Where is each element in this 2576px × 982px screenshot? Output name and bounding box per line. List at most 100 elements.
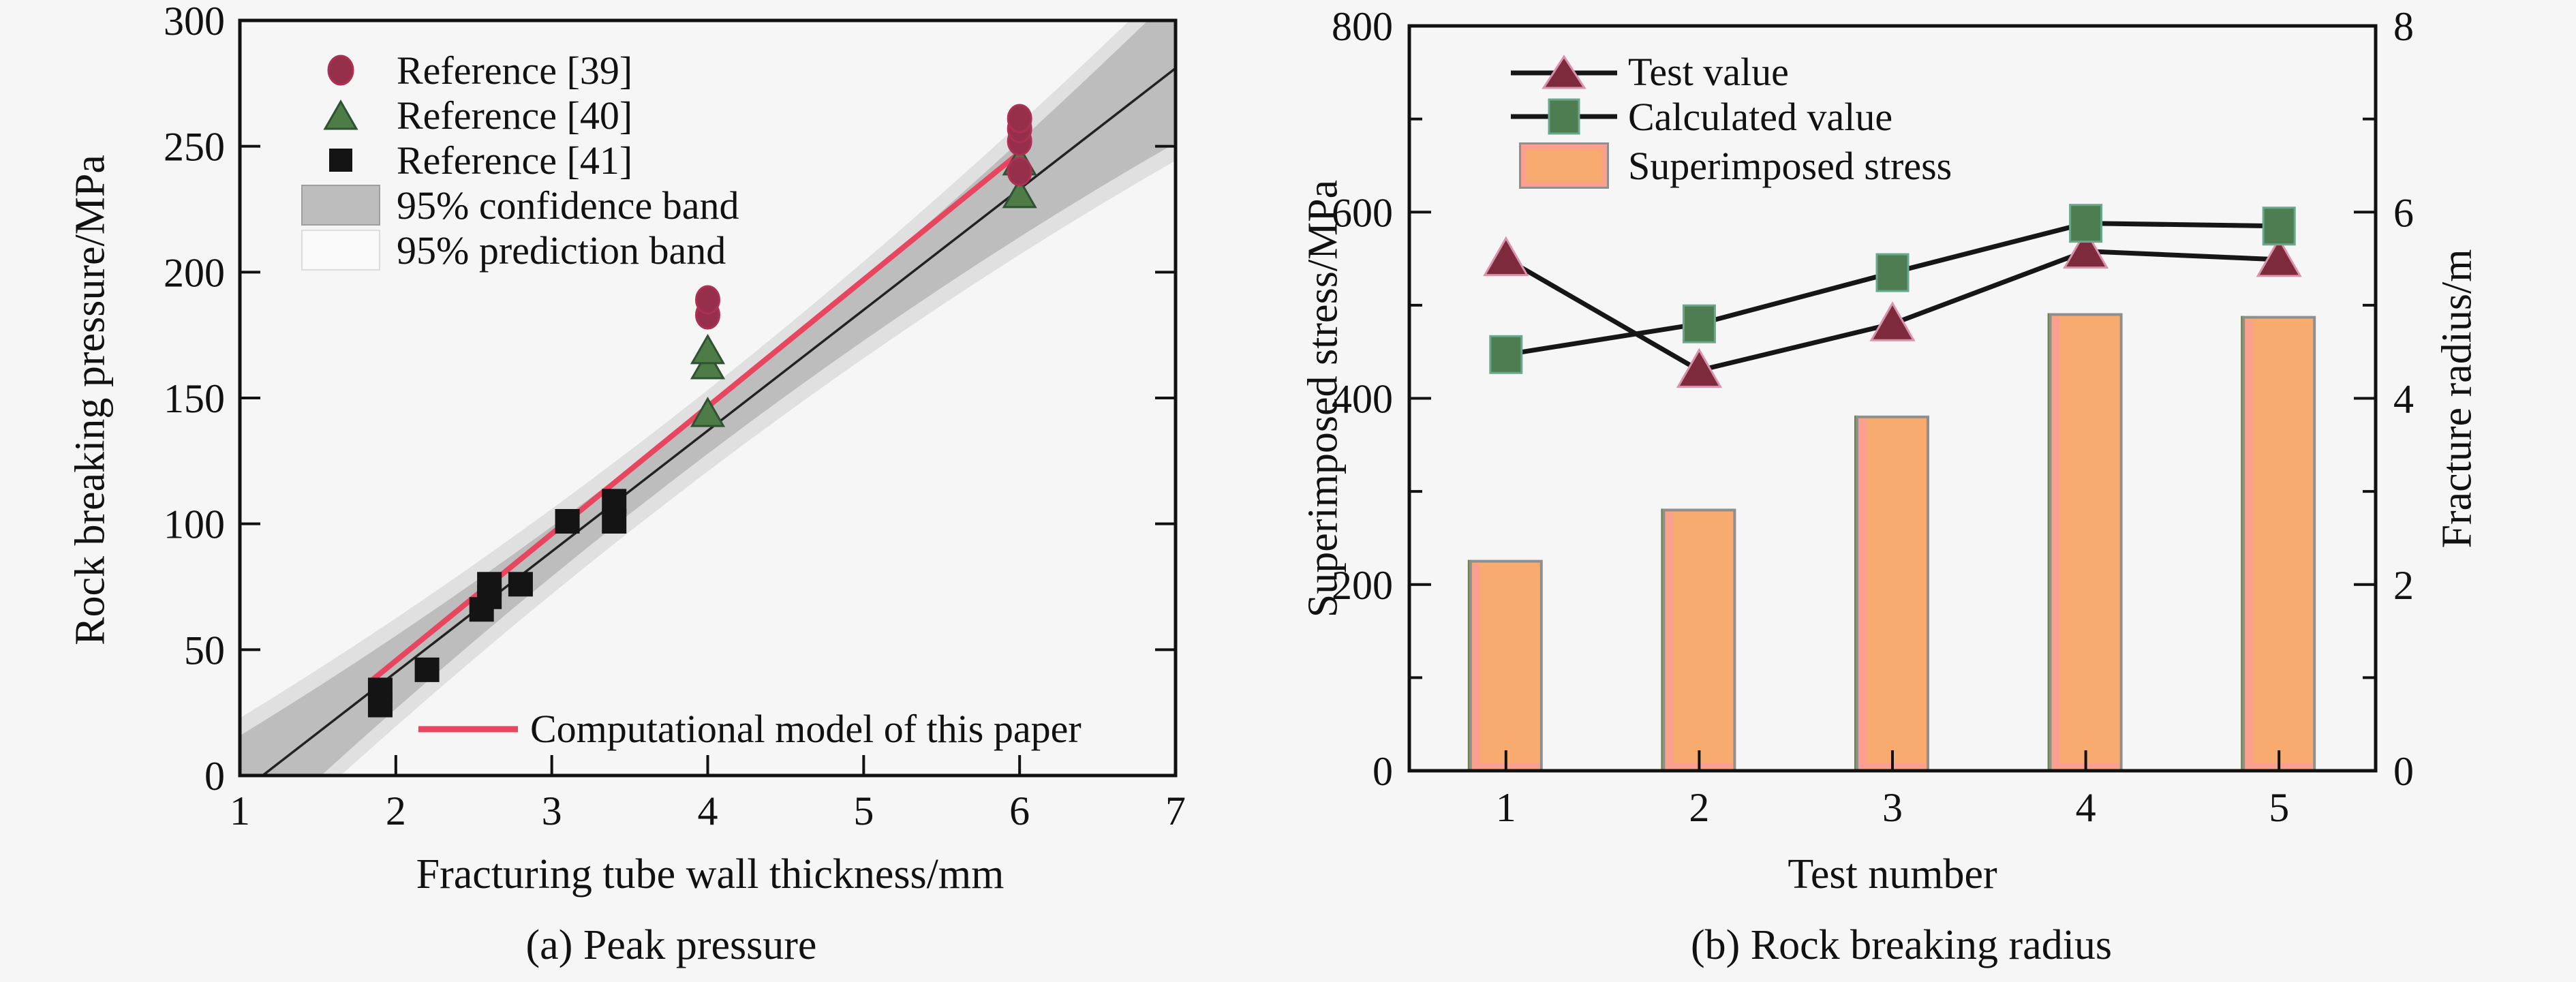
legend-label: Superimposed stress xyxy=(1628,143,1952,188)
reference-40-point xyxy=(690,397,726,427)
legend-label: Reference [39] xyxy=(397,48,633,93)
legend-item-reference-40: Reference [40] xyxy=(293,93,739,138)
prediction-band-swatch xyxy=(293,230,388,271)
calculated-value-marker xyxy=(2262,206,2296,246)
confidence-band-swatch xyxy=(293,185,388,226)
calculated-value-marker xyxy=(1682,304,1716,343)
left-y-tick-label: 600 xyxy=(1332,190,1393,235)
chart-b-left-y-axis-title: Superimposed stress/MPa xyxy=(1300,179,1347,618)
reference-40-triangle-icon xyxy=(293,99,388,131)
lines-group xyxy=(1483,204,2302,388)
test-value-marker-icon xyxy=(1507,52,1620,91)
x-tick-label: 4 xyxy=(698,788,718,833)
bar-inner-stripe xyxy=(2245,320,2254,769)
reference-39-circle-icon xyxy=(293,54,388,87)
bar-inner-stripe xyxy=(1859,419,1867,769)
superimposed-stress-bar xyxy=(2049,313,2123,773)
ticks-b xyxy=(1409,25,2376,772)
x-tick-label: 3 xyxy=(542,788,562,833)
y-tick-label: 200 xyxy=(164,250,225,295)
chart-b-x-axis-title: Test number xyxy=(1788,851,1997,897)
left-y-tick-label: 200 xyxy=(1332,563,1393,608)
right-y-tick-label: 4 xyxy=(2393,377,2414,422)
bar-inner-stripe xyxy=(2052,317,2060,769)
test-value-marker xyxy=(1676,348,1722,388)
superimposed-stress-bar xyxy=(1469,559,1543,772)
x-tick-label: 4 xyxy=(2076,785,2096,830)
reference-39-point xyxy=(1007,157,1032,187)
legend-item-prediction-band: 95% prediction band xyxy=(293,228,739,273)
superimposed-stress-bar xyxy=(1662,508,1736,772)
legend-label: 95% confidence band xyxy=(397,183,739,228)
reference-40-point xyxy=(690,333,726,365)
reference-39-point xyxy=(1007,104,1032,134)
legend-label: Reference [41] xyxy=(397,138,633,183)
x-tick-label: 1 xyxy=(1496,785,1516,830)
chart-b-right-y-axis-title: Fracture radius/m xyxy=(2434,249,2481,549)
chart-a-model-legend: Computational model of this paper xyxy=(417,706,1082,752)
chart-a-caption: (a) Peak pressure xyxy=(525,922,817,968)
x-tick-label: 2 xyxy=(386,788,406,833)
confidence-band xyxy=(240,20,1176,776)
test-value-marker xyxy=(1869,301,1916,341)
chart-a-legend: Reference [39] Reference [40] Reference … xyxy=(293,48,739,273)
y-tick-label: 150 xyxy=(164,376,225,421)
reference-41-point xyxy=(477,572,502,597)
legend-label: Reference [40] xyxy=(397,93,633,138)
test-value-marker xyxy=(2256,236,2302,277)
reference-41-point xyxy=(555,508,580,534)
y-tick-label: 300 xyxy=(164,0,225,44)
calculated-value-marker xyxy=(2069,204,2103,243)
reference-40-point xyxy=(690,348,726,380)
right-y-tick-label: 6 xyxy=(2393,190,2414,235)
model-line-label: Computational model of this paper xyxy=(530,707,1082,751)
reference-41-point xyxy=(414,657,440,682)
chart-b-legend: Test value Calculated value Superimposed… xyxy=(1507,49,1952,192)
y-tick-label: 100 xyxy=(164,502,225,547)
chart-a-plot: 0 50 100 150 200 250 300 1 2 3 4 5 6 7 xyxy=(164,0,1186,833)
calculated-value-marker xyxy=(1875,253,1910,292)
legend-item-calculated-value: Calculated value xyxy=(1507,94,1952,139)
chart-a-x-axis-title: Fracturing tube wall thickness/mm xyxy=(416,851,1005,897)
reference-40-point xyxy=(1002,177,1037,209)
x-tick-label: 2 xyxy=(1689,785,1709,830)
x-tick-label: 3 xyxy=(1882,785,1903,830)
left-y-tick-label: 400 xyxy=(1332,377,1393,422)
legend-label: 95% prediction band xyxy=(397,228,726,273)
legend-item-reference-39: Reference [39] xyxy=(293,48,739,93)
test-value-marker xyxy=(2063,228,2109,269)
legend-label: Test value xyxy=(1628,49,1789,94)
reference-41-point xyxy=(508,572,533,597)
y-tick-label: 250 xyxy=(164,125,225,170)
reference-41-square-icon xyxy=(293,147,388,174)
bars-group xyxy=(1467,313,2316,773)
model-line-icon xyxy=(418,726,518,732)
chart-b-caption: (b) Rock breaking radius xyxy=(1690,922,2113,968)
right-y-tick-label: 8 xyxy=(2393,4,2414,49)
right-y-tick-label: 2 xyxy=(2393,563,2414,608)
x-tick-label: 7 xyxy=(1165,788,1186,833)
legend-label: Calculated value xyxy=(1628,94,1893,139)
legend-item-confidence-band: 95% confidence band xyxy=(293,183,739,228)
calculated-value-marker xyxy=(1489,335,1523,374)
calculated-value-marker-icon xyxy=(1507,96,1620,137)
reference-41-point xyxy=(602,489,627,514)
left-y-tick-label: 800 xyxy=(1332,4,1393,49)
x-tick-label: 5 xyxy=(853,788,874,833)
x-tick-label: 1 xyxy=(230,788,250,833)
x-tick-label: 6 xyxy=(1009,788,1030,833)
y-tick-label: 50 xyxy=(184,628,225,673)
test-value-marker xyxy=(1483,236,1529,277)
bar-inner-stripe xyxy=(1472,564,1480,769)
left-y-tick-label: 0 xyxy=(1373,749,1393,794)
legend-item-test-value: Test value xyxy=(1507,49,1952,94)
superimposed-stress-bar xyxy=(2242,316,2316,773)
scatter-points xyxy=(367,104,1037,718)
reference-41-point xyxy=(367,677,393,703)
superimposed-stress-swatch xyxy=(1507,142,1620,189)
y-tick-label: 0 xyxy=(204,754,225,799)
superimposed-stress-bar xyxy=(1856,415,1929,772)
chart-b-plot: 0 200 400 600 800 0 2 4 6 8 1 2 3 4 5 xyxy=(1332,4,2414,830)
